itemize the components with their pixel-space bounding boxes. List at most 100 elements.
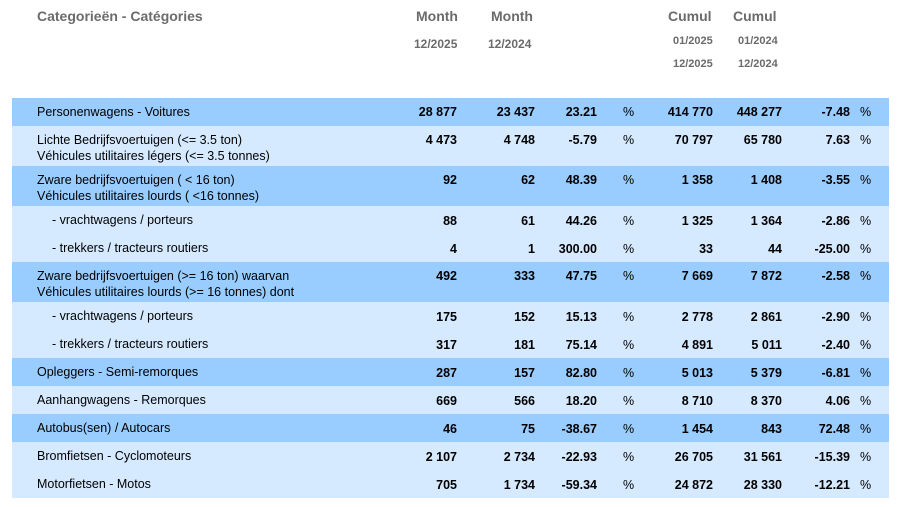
cumul-previous-value: 31 561 bbox=[743, 450, 782, 464]
table-row: - trekkers / tracteurs routiers 317 181 75.… bbox=[12, 330, 889, 358]
cumul-change-percent: -2.90 bbox=[821, 310, 851, 324]
month-previous-value: 566 bbox=[514, 394, 535, 408]
month-previous-value: 181 bbox=[514, 338, 535, 352]
cumul-current-value: 1 358 bbox=[681, 173, 713, 187]
category-label: Lichte Bedrijfsvoertuigen (<= 3.5 ton) bbox=[37, 133, 242, 147]
category-label: - vrachtwagens / porteurs bbox=[52, 309, 194, 323]
month-previous-value: 152 bbox=[514, 310, 535, 324]
cumul-current-value: 414 770 bbox=[667, 105, 713, 119]
month-current-value: 317 bbox=[436, 338, 457, 352]
table-row: Lichte Bedrijfsvoertuigen (<= 3.5 ton) Vé… bbox=[12, 126, 889, 166]
percent-sign: % bbox=[860, 422, 872, 436]
category-label: Véhicules utilitaires lourds (>= 16 tonn… bbox=[37, 285, 295, 299]
percent-sign: % bbox=[860, 269, 872, 283]
category-label: Véhicules utilitaires lourds ( <16 tonne… bbox=[37, 189, 259, 203]
cumul-b-header: Cumul bbox=[733, 8, 777, 24]
table-row: Autobus(sen) / Autocars 46 75 -38.67 1 454 84… bbox=[12, 414, 889, 442]
percent-sign: % bbox=[623, 242, 635, 256]
month-change-percent: -38.67 bbox=[561, 422, 597, 436]
cumul-change-percent: 7.63 bbox=[825, 133, 850, 147]
cumul-change-percent: -7.48 bbox=[821, 105, 851, 119]
percent-sign: % bbox=[860, 338, 872, 352]
percent-sign: % bbox=[860, 310, 872, 324]
month-current-value: 2 107 bbox=[425, 450, 457, 464]
percent-sign: % bbox=[623, 269, 635, 283]
category-label: Autobus(sen) / Autocars bbox=[37, 421, 171, 435]
table-row: - trekkers / tracteurs routiers 4 1 300.00 3… bbox=[12, 234, 889, 262]
cumul-previous-value: 1 408 bbox=[750, 173, 782, 187]
month-current-value: 4 473 bbox=[425, 133, 457, 147]
cumul-previous-value: 65 780 bbox=[743, 133, 782, 147]
percent-sign: % bbox=[860, 366, 872, 380]
cumul-current-value: 8 710 bbox=[681, 394, 713, 408]
cumul-previous-value: 44 bbox=[768, 242, 782, 256]
category-label: Motorfietsen - Motos bbox=[37, 477, 151, 491]
cumul-change-percent: -6.81 bbox=[821, 366, 851, 380]
month-previous-value: 2 734 bbox=[503, 450, 535, 464]
percent-sign: % bbox=[623, 105, 635, 119]
percent-sign: % bbox=[860, 133, 872, 147]
month-current-value: 92 bbox=[443, 173, 457, 187]
cumul-a-to: 12/2025 bbox=[673, 58, 713, 70]
cumul-a-header: Cumul bbox=[668, 8, 712, 24]
percent-sign: % bbox=[623, 394, 635, 408]
month-current-value: 46 bbox=[443, 422, 457, 436]
month-previous-value: 1 734 bbox=[503, 478, 535, 492]
category-label: Véhicules utilitaires légers (<= 3.5 ton… bbox=[37, 149, 270, 163]
month-change-percent: 47.75 bbox=[565, 269, 597, 283]
cumul-previous-value: 7 872 bbox=[750, 269, 782, 283]
month-change-percent: -5.79 bbox=[568, 133, 598, 147]
table-row: Zware bedrijfsvoertuigen (>= 16 ton) waa… bbox=[12, 262, 889, 302]
month-a-header: Month bbox=[416, 8, 458, 24]
percent-sign: % bbox=[623, 338, 635, 352]
cumul-change-percent: -25.00 bbox=[814, 242, 850, 256]
month-previous-value: 75 bbox=[521, 422, 535, 436]
month-previous-value: 23 437 bbox=[496, 105, 535, 119]
table-row: Opleggers - Semi-remorques 287 157 82.80 5 0… bbox=[12, 358, 889, 386]
table-row: - vrachtwagens / porteurs 88 61 44.26 1 325 1… bbox=[12, 206, 889, 234]
category-label: Zware bedrijfsvoertuigen (>= 16 ton) waa… bbox=[37, 269, 290, 283]
table-row: Bromfietsen - Cyclomoteurs 2 107 2 734 -22.… bbox=[12, 442, 889, 470]
percent-sign: % bbox=[860, 478, 872, 492]
table-row: Motorfietsen - Motos 705 1 734 -59.34 24 872… bbox=[12, 470, 889, 498]
percent-sign: % bbox=[860, 214, 872, 228]
table-row: Personenwagens - Voitures 28 877 23 437 23.… bbox=[12, 98, 889, 126]
percent-sign: % bbox=[860, 242, 872, 256]
month-current-value: 28 877 bbox=[418, 105, 457, 119]
month-previous-value: 4 748 bbox=[503, 133, 535, 147]
cumul-previous-value: 843 bbox=[761, 422, 782, 436]
month-previous-value: 157 bbox=[514, 366, 535, 380]
table-row: - vrachtwagens / porteurs 175 152 15.13 2 77… bbox=[12, 302, 889, 330]
percent-sign: % bbox=[860, 394, 872, 408]
category-label: Bromfietsen - Cyclomoteurs bbox=[37, 449, 192, 463]
category-label: - vrachtwagens / porteurs bbox=[52, 213, 194, 227]
percent-sign: % bbox=[860, 450, 872, 464]
percent-sign: % bbox=[623, 422, 635, 436]
cumul-current-value: 7 669 bbox=[681, 269, 713, 283]
month-change-percent: 18.20 bbox=[565, 394, 597, 408]
cumul-current-value: 33 bbox=[699, 242, 713, 256]
percent-sign: % bbox=[860, 105, 872, 119]
cumul-previous-value: 28 330 bbox=[743, 478, 782, 492]
month-current-value: 492 bbox=[436, 269, 457, 283]
cumul-current-value: 1 325 bbox=[681, 214, 713, 228]
cumul-change-percent: -3.55 bbox=[821, 173, 851, 187]
percent-sign: % bbox=[623, 310, 635, 324]
cumul-current-value: 5 013 bbox=[681, 366, 713, 380]
category-label: Zware bedrijfsvoertuigen ( < 16 ton) bbox=[37, 173, 235, 187]
cumul-change-percent: 72.48 bbox=[818, 422, 850, 436]
category-header: Categorieën - Catégories bbox=[37, 8, 203, 24]
month-current-value: 669 bbox=[436, 394, 457, 408]
month-a-period: 12/2025 bbox=[414, 37, 458, 51]
cumul-change-percent: 4.06 bbox=[825, 394, 850, 408]
cumul-b-from: 01/2024 bbox=[738, 35, 778, 47]
month-previous-value: 61 bbox=[521, 214, 535, 228]
cumul-change-percent: -12.21 bbox=[814, 478, 850, 492]
month-change-percent: 300.00 bbox=[558, 242, 597, 256]
cumul-current-value: 4 891 bbox=[681, 338, 713, 352]
month-current-value: 287 bbox=[436, 366, 457, 380]
cumul-current-value: 24 872 bbox=[674, 478, 713, 492]
cumul-previous-value: 448 277 bbox=[736, 105, 782, 119]
month-previous-value: 333 bbox=[514, 269, 535, 283]
percent-sign: % bbox=[623, 366, 635, 380]
